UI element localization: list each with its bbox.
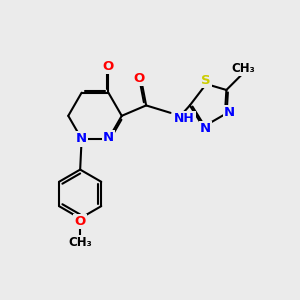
Text: N: N [224,106,235,119]
Text: O: O [103,60,114,73]
Text: NH: NH [174,112,195,125]
Text: CH₃: CH₃ [232,62,255,75]
Text: S: S [201,74,211,87]
Text: N: N [76,133,87,146]
Text: N: N [103,131,114,144]
Text: O: O [74,215,86,228]
Text: N: N [200,122,211,135]
Text: CH₃: CH₃ [68,236,92,249]
Text: O: O [133,72,144,85]
